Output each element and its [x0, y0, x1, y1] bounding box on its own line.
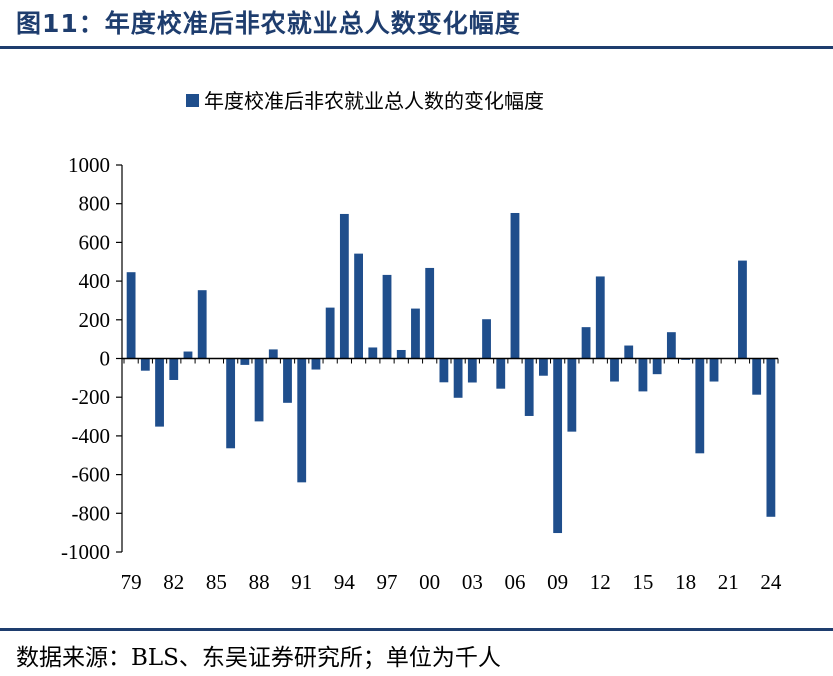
y-tick-label: 0	[100, 347, 111, 371]
bars	[126, 212, 776, 534]
y-axis: 1000 800 600 400 200 0 -200 -400 -600 -800 -1000	[61, 153, 123, 564]
x-tick-label: 94	[334, 570, 356, 594]
bar-19	[695, 358, 705, 454]
bar-88	[254, 358, 264, 422]
bar-chart: 年度校准后非农就业总人数的变化幅度 1000 800 600 400 200 0 -200 -…	[61, 89, 782, 594]
bar-82	[169, 358, 179, 380]
bar-06	[510, 212, 520, 359]
title-rule	[0, 46, 833, 49]
bar-84	[197, 290, 207, 359]
y-tick-label: 200	[79, 308, 111, 332]
x-tick-label: 12	[590, 570, 611, 594]
bar-10	[567, 358, 577, 432]
bar-02	[453, 358, 463, 398]
y-tick-label: -600	[72, 463, 111, 487]
y-tick-label: 1000	[68, 153, 110, 177]
bar-81	[155, 358, 164, 427]
bar-83	[183, 351, 193, 359]
x-tick-label: 79	[121, 570, 142, 594]
y-tick-label: -200	[72, 385, 111, 409]
x-tick-label: 18	[675, 570, 696, 594]
bar-93	[325, 307, 335, 359]
source-note: 数据来源：BLS、东吴证券研究所；单位为千人	[16, 645, 501, 671]
bar-07	[524, 358, 534, 416]
bar-86	[226, 358, 236, 449]
legend-label: 年度校准后非农就业总人数的变化幅度	[204, 89, 544, 113]
x-tick-label: 88	[249, 570, 270, 594]
bar-23	[752, 358, 762, 395]
bar-96	[368, 347, 378, 359]
x-tick-label: 97	[377, 570, 398, 594]
bar-15	[638, 358, 648, 392]
bar-09	[553, 358, 563, 534]
x-tick-label: 00	[419, 570, 440, 594]
y-tick-label: 600	[79, 230, 111, 254]
bar-90	[283, 358, 292, 403]
bar-20	[709, 358, 719, 382]
y-tick-label: -400	[72, 424, 111, 448]
bar-95	[354, 253, 363, 359]
bar-03	[467, 358, 477, 383]
bar-87	[240, 358, 250, 365]
bar-11	[581, 327, 591, 359]
bar-05	[496, 358, 506, 389]
y-tick-label: -800	[72, 501, 111, 525]
x-tick-label: 85	[206, 570, 227, 594]
y-tick-label: 800	[79, 192, 111, 216]
x-tick-label: 15	[632, 570, 653, 594]
figure-title: 图11：年度校准后非农就业总人数变化幅度	[16, 9, 521, 38]
x-tick-label: 24	[760, 570, 782, 594]
bar-92	[311, 358, 321, 370]
y-tick-label: -1000	[61, 540, 110, 564]
x-tick-label: 09	[547, 570, 568, 594]
x-tick-label: 91	[291, 570, 312, 594]
footer-rule	[0, 628, 833, 631]
y-tick-label: 400	[79, 269, 111, 293]
bar-89	[268, 349, 278, 359]
x-tick-label: 82	[163, 570, 184, 594]
x-tick-label: 21	[718, 570, 739, 594]
bar-79	[126, 272, 136, 359]
x-axis: 79 82 85 88 91 94 97 00 03 06 09 12 15 18 21 24	[121, 357, 782, 594]
x-tick-label: 06	[504, 570, 525, 594]
bar-94	[339, 213, 349, 359]
bar-24	[766, 358, 776, 517]
bar-97	[382, 274, 392, 359]
bar-22	[738, 260, 747, 359]
bar-14	[624, 345, 634, 359]
bar-17	[666, 332, 676, 359]
bar-99	[411, 308, 420, 359]
chart-legend: 年度校准后非农就业总人数的变化幅度	[186, 89, 544, 113]
bar-04	[482, 319, 491, 359]
bar-00	[425, 267, 435, 359]
bar-16	[652, 358, 662, 375]
x-tick-label: 03	[462, 570, 483, 594]
bar-98	[396, 349, 406, 359]
bar-08	[539, 358, 548, 376]
bar-01	[439, 358, 449, 383]
legend-swatch	[186, 94, 199, 107]
bar-80	[140, 358, 150, 371]
bar-13	[610, 358, 619, 382]
bar-91	[297, 358, 307, 483]
bar-12	[595, 276, 605, 359]
